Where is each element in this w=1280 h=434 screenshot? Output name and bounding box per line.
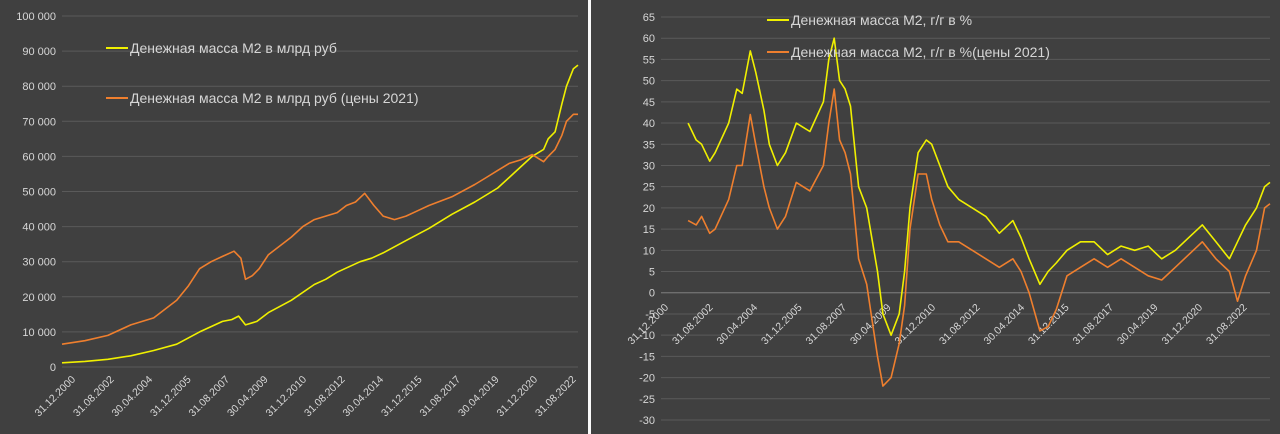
chart-m2-nominal-and-real: 0 10 000 20 000 30 000 40 000 50 000 60 000 70 …	[16, 11, 579, 420]
y-tick-label: -20	[639, 373, 655, 385]
chart-m2-yoy-growth: 65605550454035302520151050-5-10-15-20-25…	[625, 12, 1271, 427]
y-tick-label: 10	[643, 245, 655, 257]
x-tick-label: 31.12.2020	[1159, 302, 1205, 348]
y-tick-label: 30 000	[22, 257, 56, 269]
legend-label: Денежная масса М2, г/г в %(цены 2021)	[791, 44, 1050, 60]
x-tick-label: 31.08.2012	[937, 302, 983, 348]
series-line-1	[61, 64, 579, 364]
x-tick-label: 31.08.2022	[533, 374, 579, 420]
y-tick-label: 45	[643, 97, 655, 109]
y-tick-label: 5	[649, 267, 655, 279]
x-tick-label: 30.04.2004	[714, 302, 760, 348]
y-tick-label: 50 000	[22, 187, 56, 199]
x-tick-label: 31.08.2022	[1204, 302, 1250, 348]
legend-label: Денежная масса М2, г/г в %	[791, 12, 972, 28]
y-tick-label: 60 000	[22, 151, 56, 163]
y-tick-label: 30	[643, 160, 655, 172]
y-tick-label: 40 000	[22, 222, 56, 234]
series-line-2	[61, 113, 578, 345]
y-tick-label: 100 000	[16, 11, 56, 23]
series-line-2	[687, 88, 1271, 387]
x-tick-label: 31.08.2017	[1070, 302, 1116, 348]
y-tick-label: 55	[643, 54, 655, 66]
series-line-1	[687, 37, 1271, 337]
y-tick-label: 35	[643, 139, 655, 151]
legend-label: Денежная масса М2 в млрд руб	[130, 40, 337, 56]
legend-label: Денежная масса М2 в млрд руб (цены 2021)	[130, 90, 419, 106]
y-tick-label: 60	[643, 33, 655, 45]
y-tick-label: -5	[645, 309, 655, 321]
panel-divider	[588, 0, 591, 434]
x-tick-label: 31.08.2007	[803, 302, 849, 348]
y-tick-label: -25	[639, 394, 655, 406]
y-tick-label: 90 000	[22, 46, 56, 58]
y-tick-label: 10 000	[22, 327, 56, 339]
y-tick-label: -30	[639, 415, 655, 427]
x-tick-label: 31.08.2002	[670, 302, 716, 348]
y-tick-label: 65	[643, 12, 655, 24]
x-tick-label: 30.04.2014	[981, 302, 1027, 348]
y-tick-label: -10	[639, 330, 655, 342]
y-tick-label: 0	[649, 288, 655, 300]
y-tick-label: 50	[643, 76, 655, 88]
y-tick-label: 70 000	[22, 116, 56, 128]
y-tick-label: 80 000	[22, 81, 56, 93]
y-tick-label: 40	[643, 118, 655, 130]
y-tick-label: 0	[50, 362, 56, 374]
y-tick-label: 20	[643, 203, 655, 215]
x-tick-label: 31.12.2005	[759, 302, 805, 348]
y-tick-label: 15	[643, 224, 655, 236]
y-tick-label: 25	[643, 182, 655, 194]
x-tick-label: 30.04.2019	[1115, 302, 1161, 348]
y-tick-label: 20 000	[22, 292, 56, 304]
y-tick-label: -15	[639, 351, 655, 363]
